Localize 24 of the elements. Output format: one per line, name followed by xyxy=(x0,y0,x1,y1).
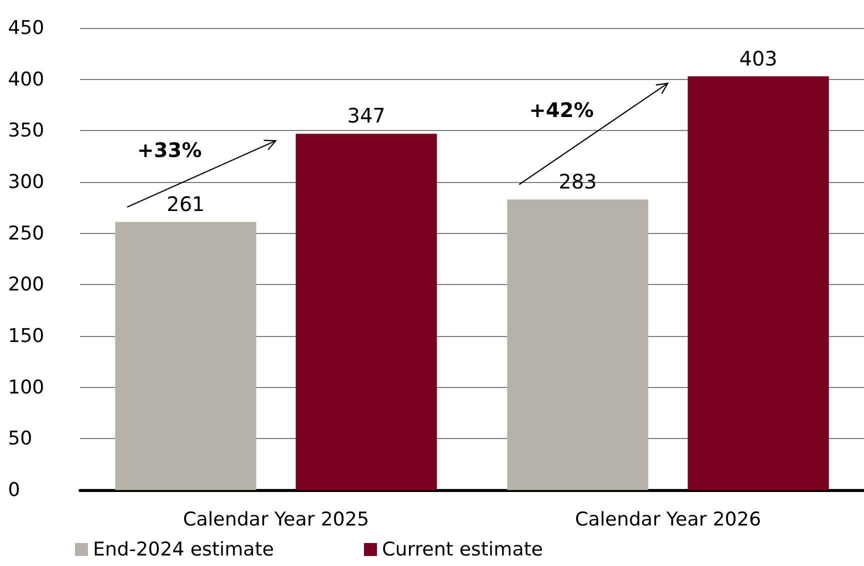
x-tick-label: Calendar Year 2026 xyxy=(574,508,762,530)
x-tick-label: Calendar Year 2025 xyxy=(182,508,370,530)
data-label: 261 xyxy=(166,192,205,216)
y-tick-label: 150 xyxy=(8,325,44,347)
legend-label: Current estimate xyxy=(382,538,543,560)
bar xyxy=(688,76,829,490)
annotation: +42% xyxy=(529,98,594,122)
y-tick-label: 100 xyxy=(8,376,44,398)
y-tick-label: 250 xyxy=(8,222,44,244)
data-label: 347 xyxy=(347,104,386,128)
y-tick-label: 50 xyxy=(8,428,32,450)
bar xyxy=(115,222,256,490)
y-tick-label: 450 xyxy=(8,17,44,39)
bar xyxy=(507,199,648,490)
y-tick-label: 400 xyxy=(8,68,44,90)
bar xyxy=(296,134,437,490)
y-tick-label: 350 xyxy=(8,120,44,142)
legend-label: End-2024 estimate xyxy=(93,538,274,560)
y-tick-label: 300 xyxy=(8,171,44,193)
y-tick-label: 0 xyxy=(8,479,20,501)
y-tick-label: 200 xyxy=(8,274,44,296)
data-label: 283 xyxy=(558,169,597,194)
annotation: +33% xyxy=(137,138,202,162)
data-label: 403 xyxy=(739,46,778,70)
